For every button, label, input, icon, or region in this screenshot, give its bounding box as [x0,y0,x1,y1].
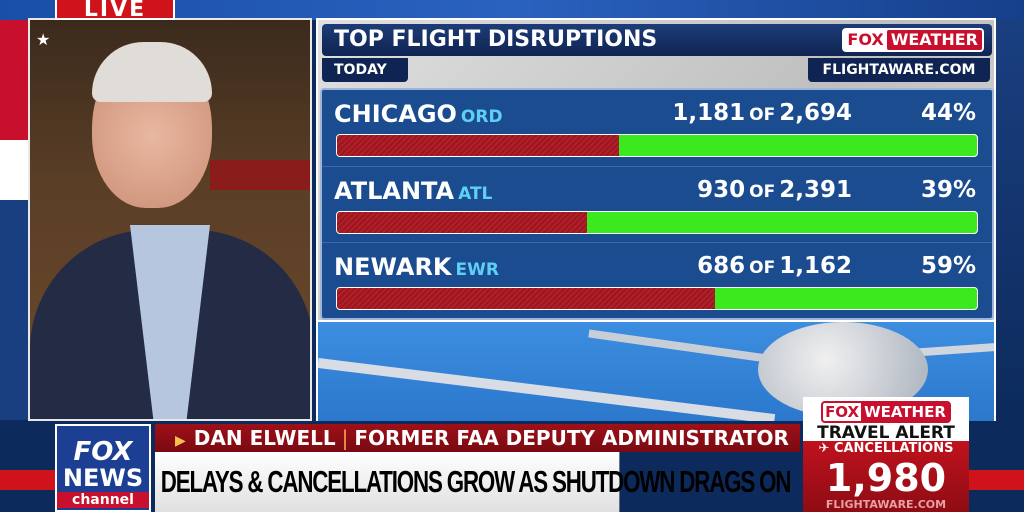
bookshelf [210,160,310,190]
graphic-title-bar: TOP FLIGHT DISRUPTIONS FOX WEATHER [322,24,992,56]
alert-heading: TRAVEL ALERT [817,423,955,443]
guest-name: DAN ELWELL [193,426,336,450]
of-label: OF [749,182,776,202]
airport-row: NEWARK EWR 686 OF 1,162 59% [322,242,992,318]
city-name: ATLANTA [334,177,455,205]
background-right [996,20,1024,420]
cancellation-count: 1,980 [825,456,947,500]
live-badge: LIVE [55,0,175,20]
fox-weather-logo: FOX WEATHER [842,28,984,52]
alert-source: FLIGHTAWARE.COM [825,498,947,511]
travel-alert-box: FOX WEATHER TRAVEL ALERT ✈ CANCELLATIONS … [803,397,969,512]
logo-fox: FOX [825,403,860,421]
disruption-bar-fill [337,212,587,233]
guest-hair [92,42,212,102]
background-stripe [969,470,1024,490]
background-stripes [0,20,30,420]
airport-code: EWR [455,260,499,280]
headline: DELAYS & CANCELLATIONS GROW AS SHUTDOWN … [155,452,791,512]
guest-title: FORMER FAA DEPUTY ADMINISTRATOR [354,426,789,450]
disrupted-count: 930 [697,177,746,203]
graphic-title: TOP FLIGHT DISRUPTIONS [334,27,658,52]
logo-channel: channel [57,492,149,508]
alert-body: ✈ CANCELLATIONS 1,980 FLIGHTAWARE.COM [803,441,969,512]
logo-fox: FOX [847,30,884,49]
plane-wing [588,329,768,363]
fox-news-logo: FOX NEWS channel [55,424,151,512]
total-count: 2,391 [779,177,852,203]
name-bar: ▶ DAN ELWELL | FORMER FAA DEPUTY ADMINISTRA… [155,424,800,452]
logo-weather: WEATHER [886,30,982,50]
disruption-bar [336,134,978,157]
divider: | [341,426,349,450]
percent: 44% [920,100,976,126]
disruption-bar-fill [337,135,619,156]
of-label: OF [749,105,776,125]
percent: 59% [920,253,976,279]
logo-fox: FOX [73,437,133,467]
airport-row: CHICAGO ORD 1,181 OF 2,694 44% [322,90,992,166]
disruption-bar [336,287,978,310]
top-band [0,0,1024,20]
plane-wing [318,358,776,421]
star-icon: ★ [36,30,51,49]
of-label: OF [749,258,776,278]
disruption-bar [336,211,978,234]
source-label: FLIGHTAWARE.COM [808,58,990,82]
disrupted-count: 686 [697,253,746,279]
fox-weather-logo: FOX WEATHER [821,401,951,423]
city-name: CHICAGO [334,100,457,128]
alert-label: CANCELLATIONS [833,441,954,456]
percent: 39% [920,177,976,203]
city-name: NEWARK [334,253,452,281]
total-count: 2,694 [779,100,852,126]
airport-code: ORD [460,107,503,127]
airplane-icon: ✈ [818,441,834,456]
flight-disruptions-graphic: TOP FLIGHT DISRUPTIONS FOX WEATHER TODAY… [316,18,996,322]
guest-video: ★ [28,18,312,421]
disrupted-count: 1,181 [672,100,746,126]
play-triangle-icon: ▶ [175,433,186,449]
logo-news: NEWS [62,464,144,492]
period-label: TODAY [322,58,408,82]
logo-weather: WEATHER [861,403,949,421]
airport-list: CHICAGO ORD 1,181 OF 2,694 44% ATLANTA ATL 9… [320,88,994,320]
background-stripe [0,470,55,490]
airport-row: ATLANTA ATL 930 OF 2,391 39% [322,166,992,242]
total-count: 1,162 [779,253,852,279]
disruption-bar-fill [337,288,715,309]
airport-code: ATL [458,184,493,204]
